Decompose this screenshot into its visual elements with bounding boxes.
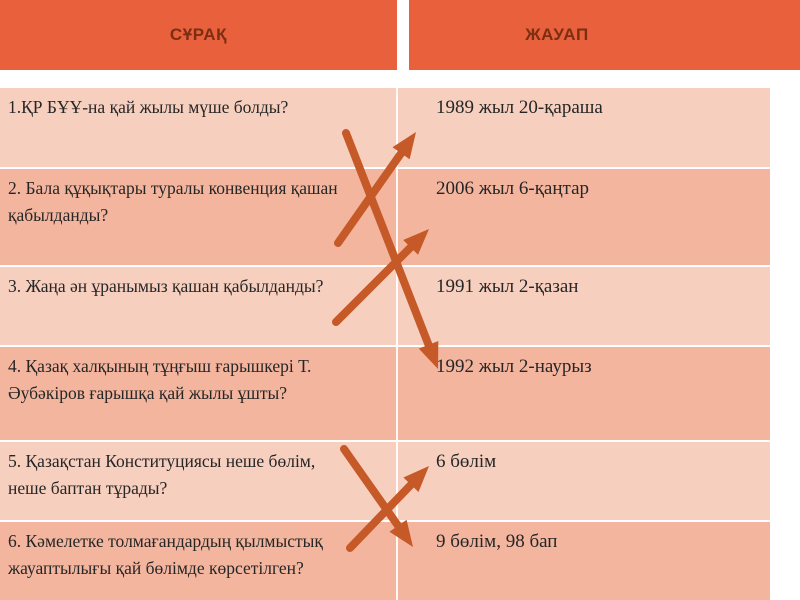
question-cell: 4. Қазақ халқының тұңғыш ғарышкері Т. Әу… xyxy=(0,347,398,440)
table-row: 3. Жаңа ән ұранымыз қашан қабылданды? 19… xyxy=(0,265,770,345)
table-row: 2. Бала құқықтары туралы конвенция қашан… xyxy=(0,167,770,265)
table-row: 1.ҚР БҰҰ-на қай жылы мүше болды? 1989 жы… xyxy=(0,88,770,167)
header-body-gap xyxy=(0,70,800,88)
header-column-gap xyxy=(397,0,409,70)
question-cell: 6. Кәмелетке толмағандардың қылмыстық жа… xyxy=(0,522,398,600)
table-header-row: СҰРАҚ ЖАУАП xyxy=(0,0,800,70)
answer-cell: 1989 жыл 20-қараша xyxy=(398,88,770,167)
question-cell: 3. Жаңа ән ұранымыз қашан қабылданды? xyxy=(0,267,398,345)
table-row: 6. Кәмелетке толмағандардың қылмыстық жа… xyxy=(0,520,770,600)
quiz-table: 1.ҚР БҰҰ-на қай жылы мүше болды? 1989 жы… xyxy=(0,88,770,600)
question-column-header: СҰРАҚ xyxy=(0,0,397,70)
question-cell: 2. Бала құқықтары туралы конвенция қашан… xyxy=(0,169,398,265)
table-row: 5. Қазақстан Конституциясы неше бөлім, н… xyxy=(0,440,770,520)
answer-cell: 6 бөлім xyxy=(398,442,770,520)
answer-cell: 9 бөлім, 98 бап xyxy=(398,522,770,600)
question-cell: 5. Қазақстан Конституциясы неше бөлім, н… xyxy=(0,442,398,520)
answer-column-header: ЖАУАП xyxy=(409,0,800,70)
table-row: 4. Қазақ халқының тұңғыш ғарышкері Т. Әу… xyxy=(0,345,770,440)
answer-cell: 1991 жыл 2-қазан xyxy=(398,267,770,345)
question-cell: 1.ҚР БҰҰ-на қай жылы мүше болды? xyxy=(0,88,398,167)
answer-cell: 2006 жыл 6-қаңтар xyxy=(398,169,770,265)
answer-cell: 1992 жыл 2-наурыз xyxy=(398,347,770,440)
